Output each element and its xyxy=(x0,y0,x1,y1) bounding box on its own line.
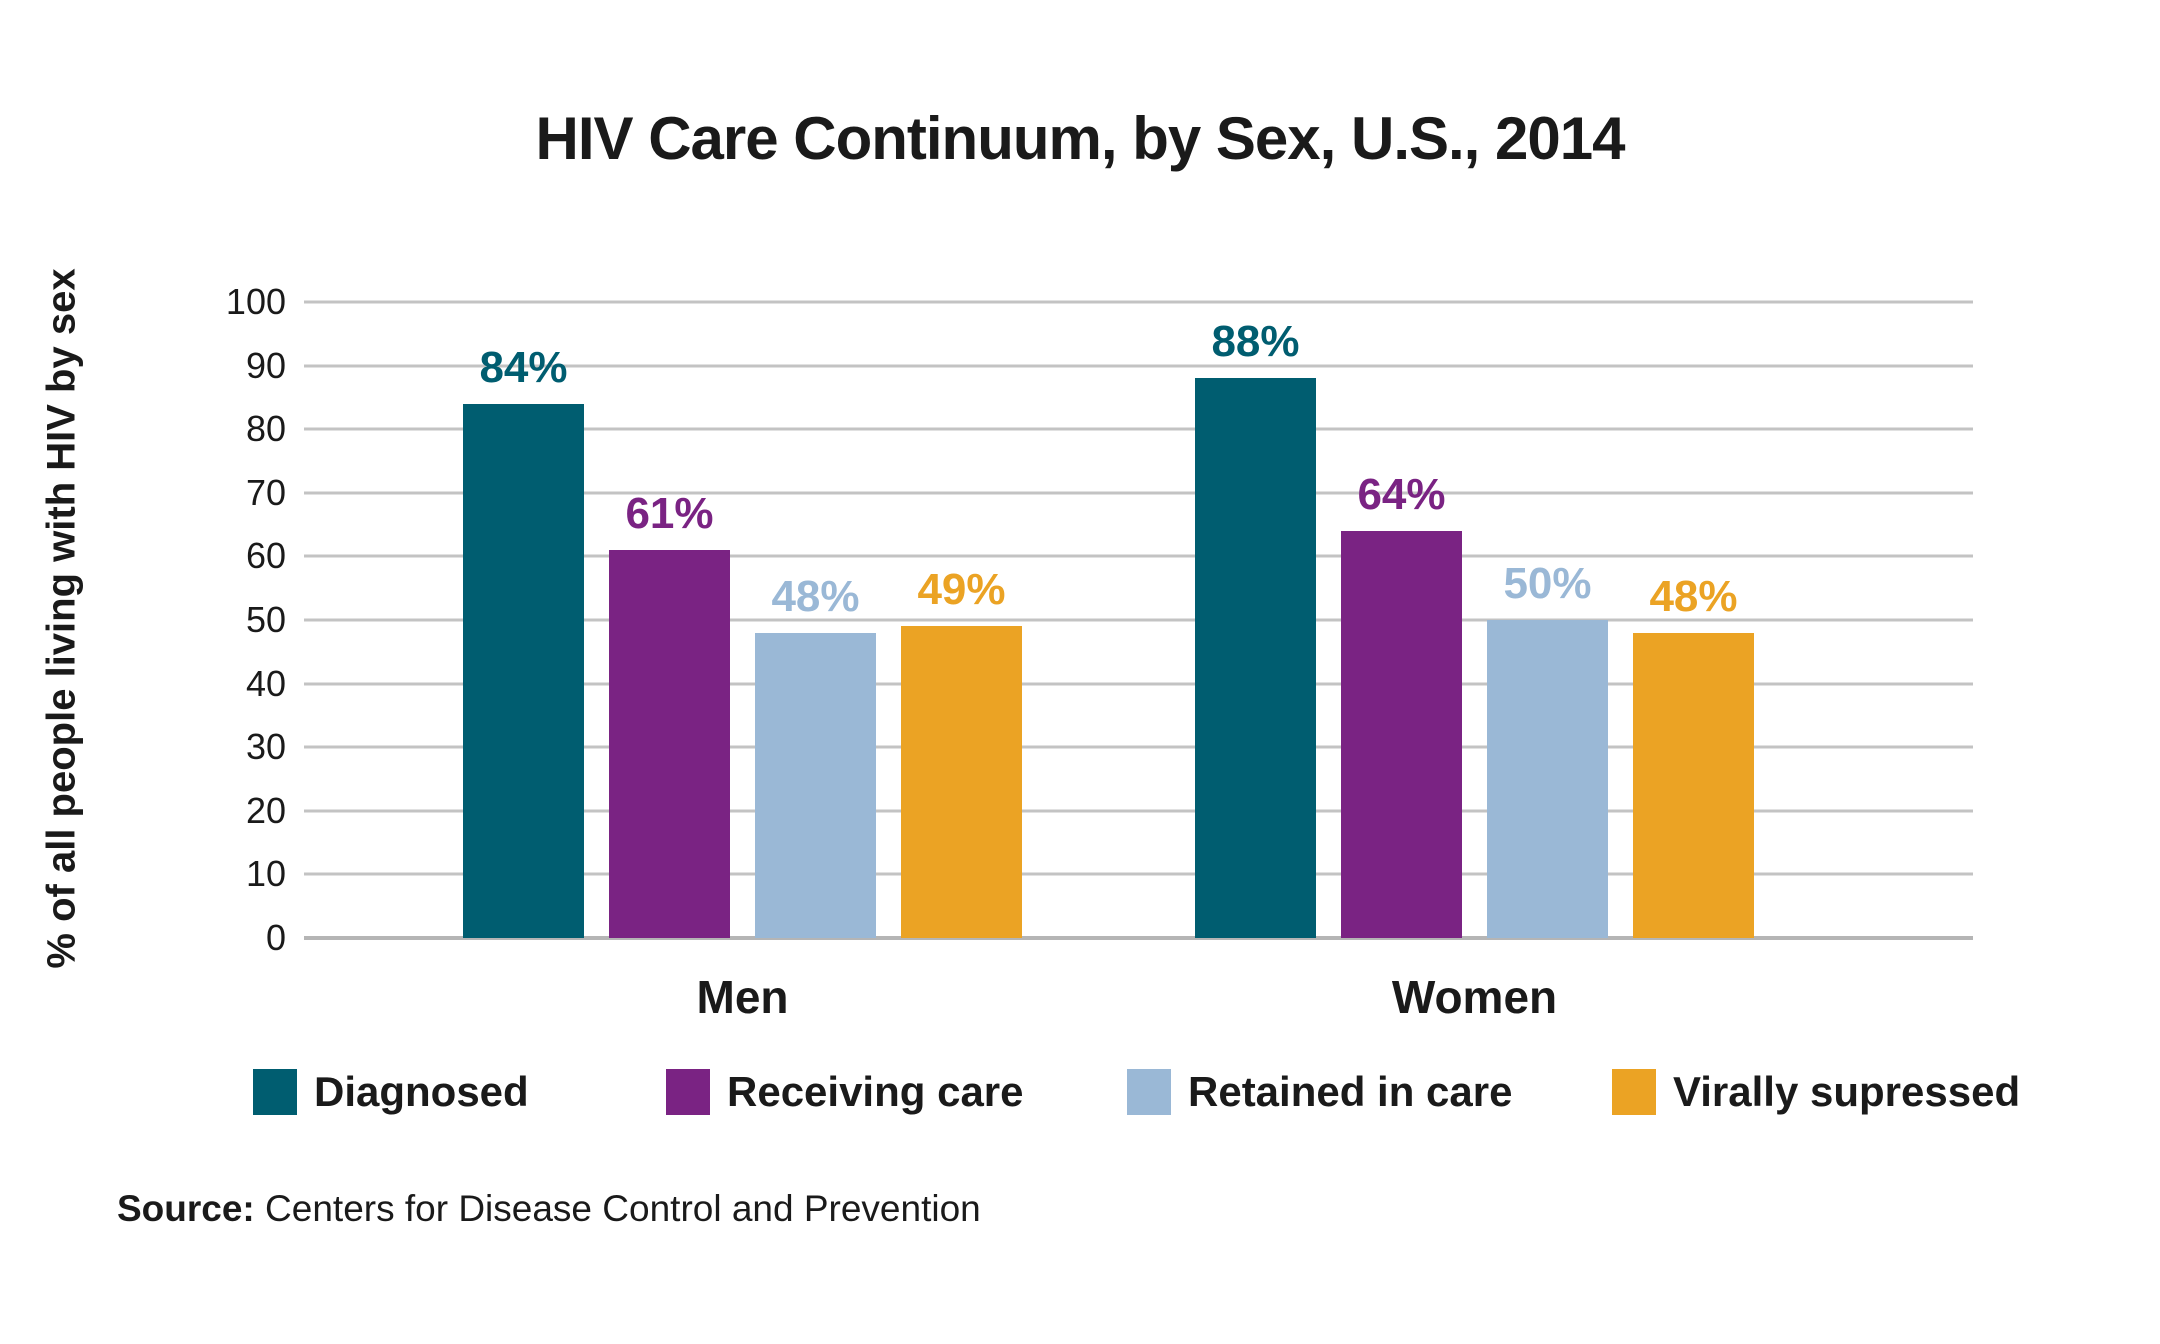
bar-slot: 48% xyxy=(1633,302,1754,938)
legend-item-retained-in-care: Retained in care xyxy=(1127,1066,1512,1118)
y-tick-label-90: 90 xyxy=(245,344,286,386)
gridline-30 xyxy=(304,745,1973,749)
bar-slot: 50% xyxy=(1487,302,1608,938)
bar-men-virally-supressed xyxy=(901,626,1022,938)
source-label: Source: xyxy=(117,1188,255,1229)
legend-label-retained-in-care: Retained in care xyxy=(1188,1068,1513,1115)
bar-women-retained-in-care xyxy=(1487,620,1608,938)
y-tick-label-100: 100 xyxy=(225,281,286,322)
gridline-20 xyxy=(304,809,1973,813)
gridline-60 xyxy=(304,554,1973,558)
legend-label-receiving-care: Receiving care xyxy=(727,1068,1024,1115)
y-tick-label-0: 0 xyxy=(265,917,286,958)
legend-item-virally-supressed: Virally supressed xyxy=(1612,1066,2020,1118)
bar-group-women: 88% 64% 50% 48% xyxy=(1195,302,1754,938)
category-label-women: Women xyxy=(1391,971,1558,1023)
gridline-80 xyxy=(304,427,1973,431)
gridline-40 xyxy=(304,682,1973,686)
gridline-50 xyxy=(304,618,1973,622)
bar-value-label: 88% xyxy=(1211,317,1300,367)
y-tick-label-30: 30 xyxy=(245,726,286,768)
y-tick-label-40: 40 xyxy=(245,662,286,704)
bar-value-label: 48% xyxy=(1649,571,1738,621)
source-line: Source: Centers for Disease Control and … xyxy=(117,1188,981,1230)
bar-men-receiving-care xyxy=(609,550,730,938)
bar-slot: 88% xyxy=(1195,302,1316,938)
bar-value-label: 61% xyxy=(625,489,714,539)
gridline-10 xyxy=(304,872,1973,876)
gridline-0 xyxy=(304,936,1973,940)
legend-label-virally-supressed: Virally supressed xyxy=(1673,1068,2021,1115)
legend-swatch-receiving-care xyxy=(666,1069,710,1115)
bar-value-label: 64% xyxy=(1357,469,1446,519)
bar-women-receiving-care xyxy=(1341,530,1462,938)
gridline-90 xyxy=(304,364,1973,368)
bar-value-label: 50% xyxy=(1503,559,1592,608)
bar-value-label: 84% xyxy=(479,342,568,392)
y-tick-label-80: 80 xyxy=(245,408,286,450)
y-tick-label-60: 60 xyxy=(245,535,286,577)
y-tick-label-10: 10 xyxy=(245,853,286,895)
y-tick-label-70: 70 xyxy=(245,471,286,513)
y-axis-title-text: % of all people living with HIV by sex xyxy=(39,267,84,969)
bar-slot: 61% xyxy=(609,302,730,938)
chart-title: HIV Care Continuum, by Sex, U.S., 2014 xyxy=(535,105,1626,172)
legend-swatch-diagnosed xyxy=(253,1069,297,1115)
legend-swatch-virally-supressed xyxy=(1612,1069,1656,1115)
legend-item-diagnosed: Diagnosed xyxy=(253,1066,529,1118)
bar-value-label: 48% xyxy=(771,571,860,621)
y-tick-label-50: 50 xyxy=(245,599,286,640)
bar-men-diagnosed xyxy=(463,403,584,938)
bar-men-retained-in-care xyxy=(755,632,876,938)
plot-area: Men Women 0 10 20 30 40 50 60 70 80 90 100 84% 61% 48… xyxy=(226,284,1973,1023)
bar-value-label: 49% xyxy=(917,565,1006,615)
gridline-100 xyxy=(304,300,1973,304)
bar-slot: 84% xyxy=(463,302,584,938)
category-label-men: Men xyxy=(696,971,789,1023)
legend-label-diagnosed: Diagnosed xyxy=(314,1068,529,1115)
legend: Diagnosed Receiving care Retained in car… xyxy=(0,1066,2160,1126)
bar-women-diagnosed xyxy=(1195,378,1316,938)
bar-slot: 64% xyxy=(1341,302,1462,938)
legend-swatch-retained-in-care xyxy=(1127,1069,1171,1115)
bar-group-men: 84% 61% 48% 49% xyxy=(463,302,1022,938)
bar-slot: 49% xyxy=(901,302,1022,938)
source-text: Centers for Disease Control and Preventi… xyxy=(254,1188,981,1229)
bar-women-virally-supressed xyxy=(1633,632,1754,938)
legend-item-receiving-care: Receiving care xyxy=(666,1066,1024,1118)
bar-slot: 48% xyxy=(755,302,876,938)
y-tick-label-20: 20 xyxy=(245,789,286,831)
gridline-70 xyxy=(304,491,1973,495)
